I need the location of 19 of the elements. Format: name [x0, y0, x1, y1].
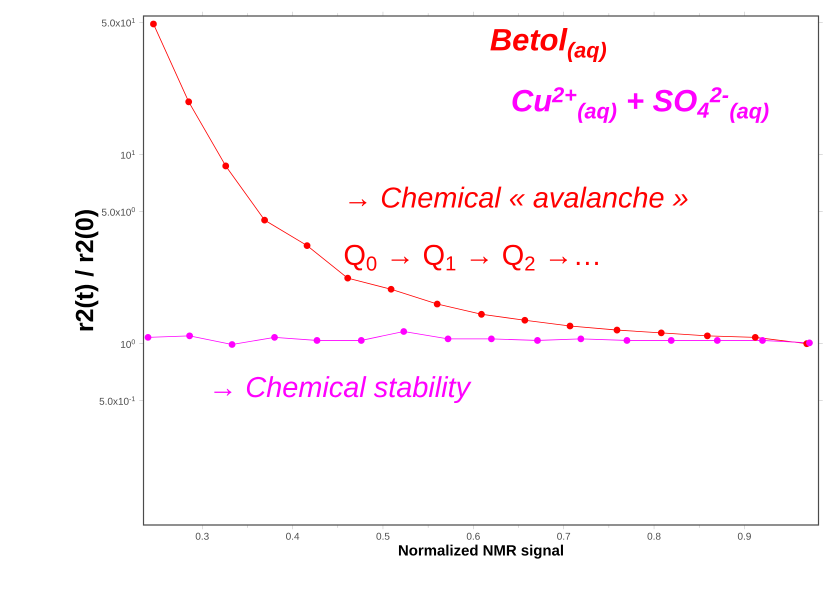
- annotation: Q$_{0}$ → Q$_{1}$ → Q$_{2}$ →…: [344, 244, 598, 271]
- annotation: → Chemical stability: [214, 376, 472, 404]
- x-tick-label: 0.5: [376, 532, 390, 540]
- text: Cu$^{2+}$$_{(aq)}$ + SO$_{4}$2-(aq): [512, 87, 768, 123]
- x-tick-label: 0.3: [196, 532, 209, 540]
- y-tick-label: 10$^{1}$: [121, 150, 135, 159]
- x-tick-label: 0.8: [648, 532, 661, 540]
- text: Betol$_{(aq)}$: [490, 28, 606, 62]
- x-tick-label: 0.6: [466, 532, 480, 540]
- y-tick-label: 5.0x10$^{0}$: [102, 207, 135, 216]
- x-tick-label: 0.9: [738, 532, 751, 540]
- y-tick-label: 10$^{0}$: [121, 339, 135, 348]
- annotation: → Chemical « avalanche »: [349, 186, 688, 208]
- y-tick-label: 5.0x10$^{-1}$: [100, 396, 135, 405]
- x-tick-label: 0.7: [557, 532, 570, 540]
- x-tick-label: 0.4: [286, 532, 300, 540]
- x-axis-title: Normalized NMR signal: [398, 544, 563, 559]
- y-axis-title: r2(t) / r2(0): [75, 210, 98, 330]
- y-tick-label: 5.0x10$^{1}$: [102, 18, 135, 27]
